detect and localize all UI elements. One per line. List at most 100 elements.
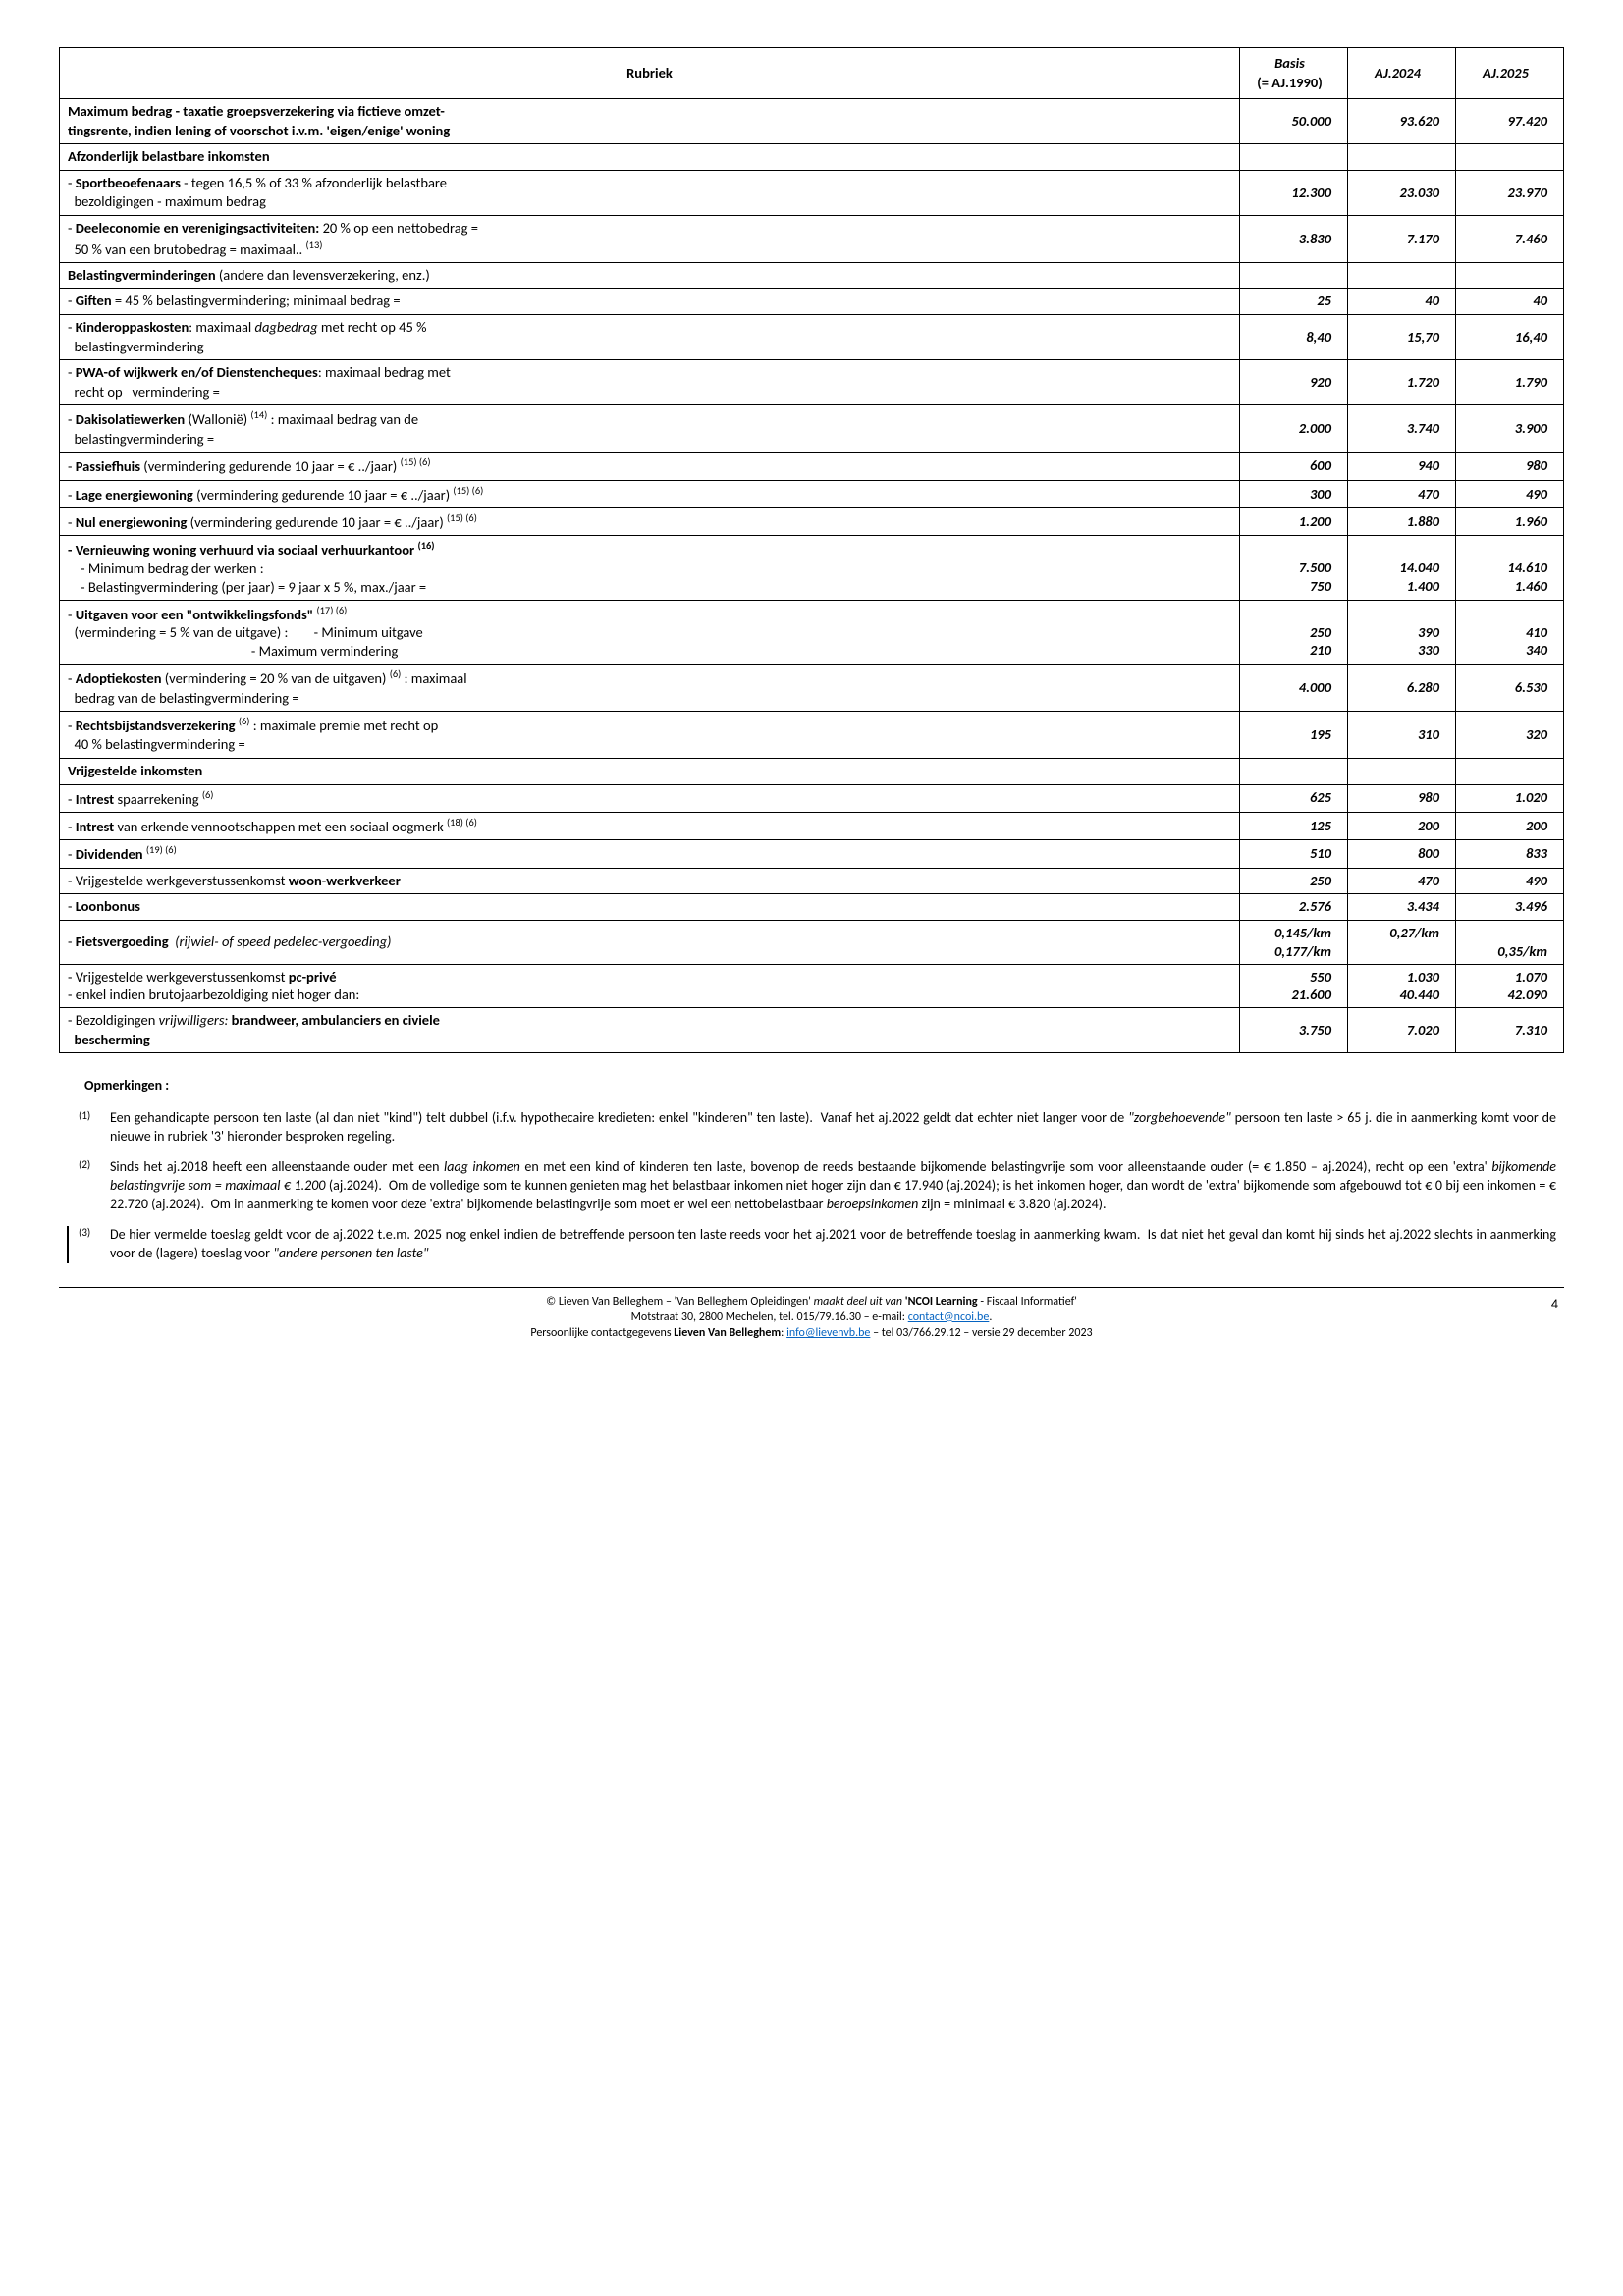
value-cell: 390330 (1348, 600, 1456, 664)
value-cell: 8,40 (1240, 315, 1348, 360)
value-cell: 3.750 (1240, 1008, 1348, 1053)
table-row: - Fietsvergoeding (rijwiel- of speed ped… (60, 920, 1564, 964)
value-cell: 980 (1348, 784, 1456, 812)
table-row: - Giften = 45 % belastingvermindering; m… (60, 289, 1564, 315)
rubriek-cell: - Intrest spaarrekening (6) (60, 784, 1240, 812)
value-cell: 0,27/km (1348, 920, 1456, 964)
value-cell: 195 (1240, 712, 1348, 759)
table-row: Afzonderlijk belastbare inkomsten (60, 144, 1564, 171)
table-row: - Bezoldigingen vrijwilligers: brandweer… (60, 1008, 1564, 1053)
notes-container: (1) Een gehandicapte persoon ten laste (a… (67, 1109, 1556, 1262)
empty-cell (1456, 759, 1564, 785)
footer-email1[interactable]: contact@ncoi.be (908, 1310, 990, 1324)
note-item: (2) Sinds het aj.2018 heeft een alleensta… (67, 1158, 1556, 1214)
value-cell: 40 (1456, 289, 1564, 315)
section-cell: Belastingverminderingen (andere dan leve… (60, 262, 1240, 289)
empty-cell (1348, 144, 1456, 171)
value-cell: 490 (1456, 868, 1564, 894)
value-cell: 2.576 (1240, 894, 1348, 921)
rubriek-cell: - Lage energiewoning (vermindering gedur… (60, 480, 1240, 507)
table-row: - Nul energiewoning (vermindering gedure… (60, 508, 1564, 536)
footer-line1: © Lieven Van Belleghem – 'Van Belleghem … (59, 1294, 1564, 1309)
value-cell: 4.000 (1240, 665, 1348, 712)
footer-text-post: - Fiscaal Informatief' (978, 1295, 1077, 1308)
value-cell: 1.960 (1456, 508, 1564, 536)
header-basis: Basis (1274, 54, 1305, 72)
header-aj2025: AJ.2025 (1483, 64, 1529, 81)
section-cell: Afzonderlijk belastbare inkomsten (60, 144, 1240, 171)
note-mark: (2) (79, 1158, 100, 1214)
value-cell: 940 (1348, 453, 1456, 480)
value-cell: 55021.600 (1240, 964, 1348, 1008)
rubriek-cell: - Kinderoppaskosten: maximaal dagbedrag … (60, 315, 1240, 360)
page-number: 4 (1551, 1296, 1558, 1314)
footer-line2: Motstraat 30, 2800 Mechelen, tel. 015/79… (59, 1309, 1564, 1325)
value-cell: 625 (1240, 784, 1348, 812)
value-cell: 980 (1456, 453, 1564, 480)
value-cell: 7.310 (1456, 1008, 1564, 1053)
value-cell: 40 (1348, 289, 1456, 315)
rubriek-cell: - Vernieuwing woning verhuurd via sociaa… (60, 536, 1240, 600)
value-cell: 23.970 (1456, 170, 1564, 215)
rubriek-cell: - Rechtsbijstandsverzekering (6) : maxim… (60, 712, 1240, 759)
table-row: Belastingverminderingen (andere dan leve… (60, 262, 1564, 289)
value-cell: 510 (1240, 840, 1348, 868)
rubriek-cell: - PWA-of wijkwerk en/of Dienstencheques:… (60, 360, 1240, 405)
empty-cell (1240, 759, 1348, 785)
value-cell: 470 (1348, 480, 1456, 507)
value-cell: 1.07042.090 (1456, 964, 1564, 1008)
tax-table: Rubriek Basis (= AJ.1990) AJ.2024 AJ.202… (59, 47, 1564, 1053)
value-cell: 200 (1348, 812, 1456, 839)
table-row: Vrijgestelde inkomsten (60, 759, 1564, 785)
value-cell: 16,40 (1456, 315, 1564, 360)
note-body: Een gehandicapte persoon ten laste (al d… (110, 1109, 1556, 1147)
note-item: (1) Een gehandicapte persoon ten laste (a… (67, 1109, 1556, 1147)
value-cell: 7.500750 (1240, 536, 1348, 600)
rubriek-cell: - Giften = 45 % belastingvermindering; m… (60, 289, 1240, 315)
value-cell: 920 (1240, 360, 1348, 405)
value-cell: 3.740 (1348, 405, 1456, 453)
table-row: - Intrest van erkende vennootschappen me… (60, 812, 1564, 839)
header-aj2024: AJ.2024 (1375, 64, 1421, 81)
value-cell: 1.03040.440 (1348, 964, 1456, 1008)
table-row: - Vernieuwing woning verhuurd via sociaa… (60, 536, 1564, 600)
rubriek-cell: - Nul energiewoning (vermindering gedure… (60, 508, 1240, 536)
table-row: - Rechtsbijstandsverzekering (6) : maxim… (60, 712, 1564, 759)
value-cell: 3.496 (1456, 894, 1564, 921)
rubriek-cell: - Dividenden (19) (6) (60, 840, 1240, 868)
footer-email2[interactable]: info@lievenvb.be (786, 1326, 870, 1340)
table-row: - Uitgaven voor een "ontwikkelingsfonds"… (60, 600, 1564, 664)
footer-text: – tel 03/766.29.12 – versie 29 december … (870, 1326, 1092, 1340)
value-cell: 250 (1240, 868, 1348, 894)
table-row: - Dakisolatiewerken (Wallonië) (14) : ma… (60, 405, 1564, 453)
rubriek-cell: - Vrijgestelde werkgeverstussenkomst pc-… (60, 964, 1240, 1008)
col-aj2025: AJ.2025 (1456, 48, 1564, 99)
section-cell: Vrijgestelde inkomsten (60, 759, 1240, 785)
table-row: - Dividenden (19) (6)510800833 (60, 840, 1564, 868)
value-cell: 300 (1240, 480, 1348, 507)
table-row: - Intrest spaarrekening (6)6259801.020 (60, 784, 1564, 812)
col-rubriek: Rubriek (60, 48, 1240, 99)
value-cell: 1.200 (1240, 508, 1348, 536)
note-body: De hier vermelde toeslag geldt voor de a… (110, 1226, 1556, 1263)
rubriek-cell: - Vrijgestelde werkgeverstussenkomst woo… (60, 868, 1240, 894)
footer-text-i: maakt deel uit van (814, 1295, 905, 1308)
value-cell: 97.420 (1456, 99, 1564, 144)
value-cell: 3.434 (1348, 894, 1456, 921)
header-rubriek: Rubriek (626, 64, 673, 81)
notes-title: Opmerkingen : (84, 1077, 1556, 1095)
table-row: - PWA-of wijkwerk en/of Dienstencheques:… (60, 360, 1564, 405)
footer-line3: Persoonlijke contactgegevens Lieven Van … (59, 1325, 1564, 1341)
table-row: - Loonbonus2.5763.4343.496 (60, 894, 1564, 921)
value-cell: 7.020 (1348, 1008, 1456, 1053)
note-body: Sinds het aj.2018 heeft een alleenstaand… (110, 1158, 1556, 1214)
note-mark: (1) (79, 1109, 100, 1147)
value-cell: 1.790 (1456, 360, 1564, 405)
col-aj2024: AJ.2024 (1348, 48, 1456, 99)
footer: © Lieven Van Belleghem – 'Van Belleghem … (59, 1287, 1564, 1342)
empty-cell (1240, 144, 1348, 171)
value-cell: 0,35/km (1456, 920, 1564, 964)
value-cell: 15,70 (1348, 315, 1456, 360)
empty-cell (1456, 262, 1564, 289)
empty-cell (1456, 144, 1564, 171)
